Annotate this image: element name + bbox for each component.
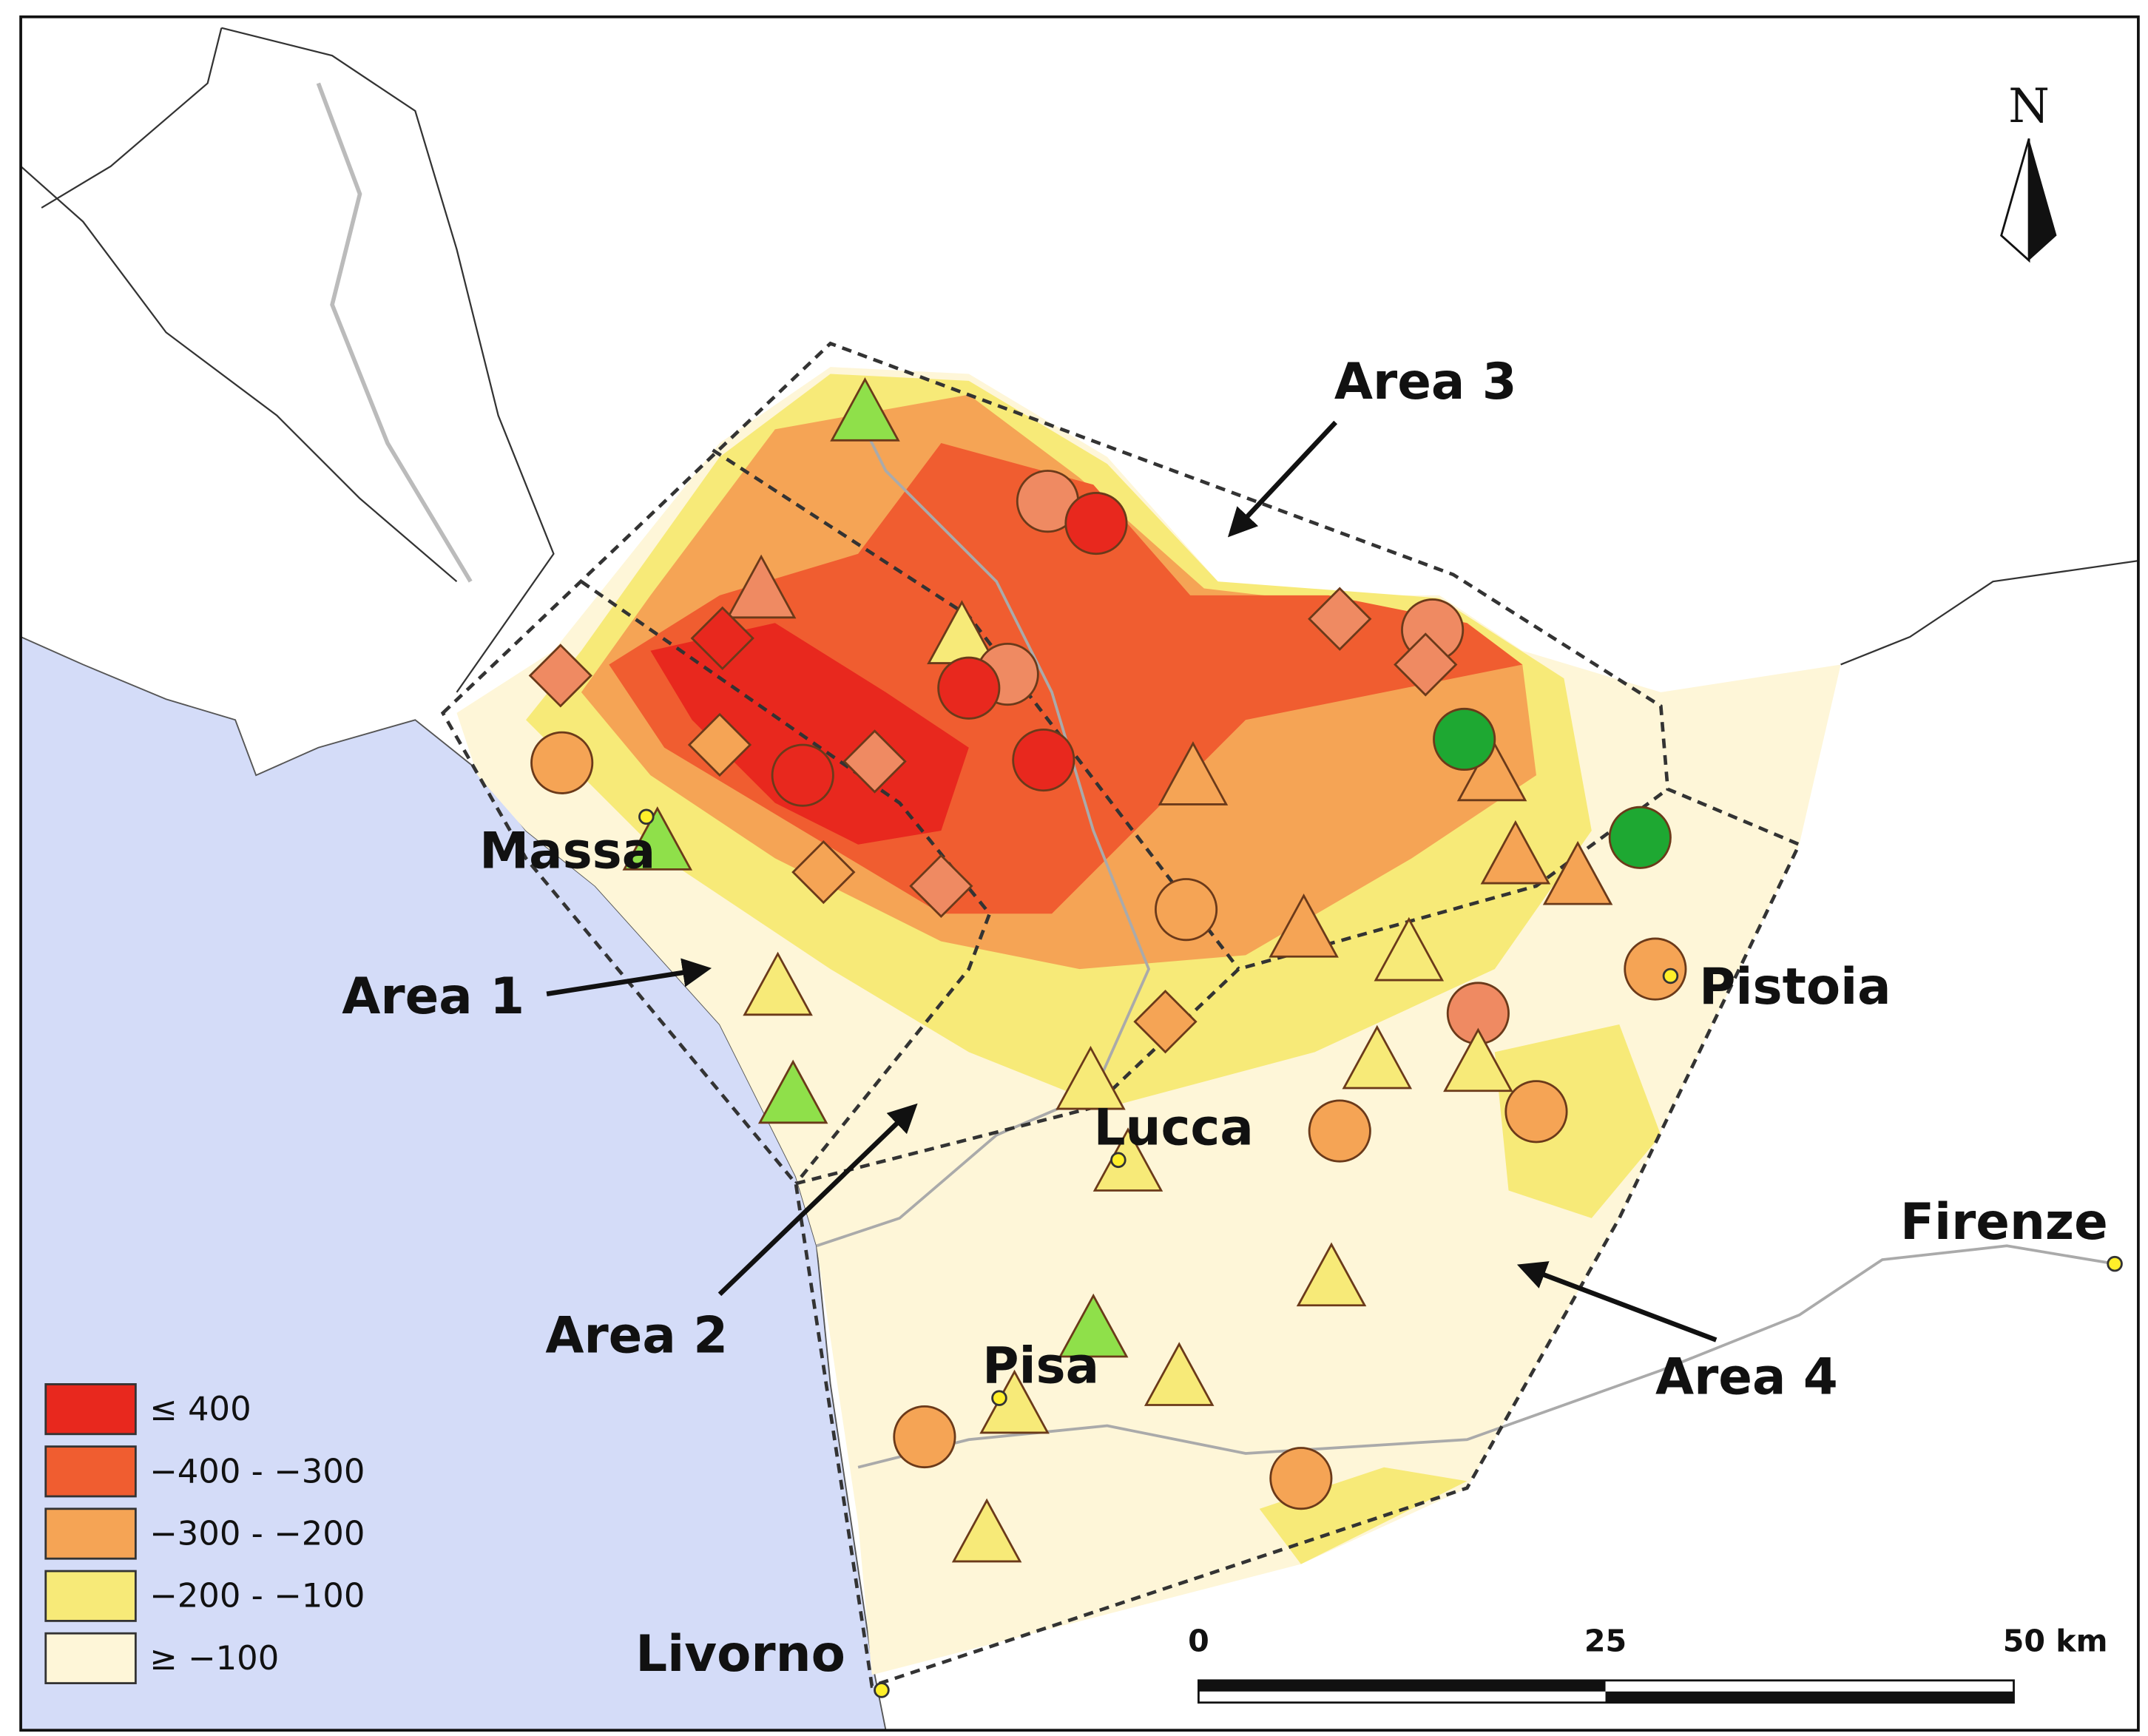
marker-triangle bbox=[1056, 1045, 1126, 1110]
border bbox=[1840, 559, 2139, 666]
marker-diamond bbox=[1133, 990, 1198, 1054]
marker-diamond bbox=[687, 712, 752, 777]
area-outline bbox=[440, 341, 1802, 1689]
marker-triangle bbox=[1456, 737, 1527, 802]
city-label: Pisa bbox=[982, 1337, 1099, 1395]
marker-circle bbox=[1433, 707, 1496, 771]
legend-swatch bbox=[44, 1570, 137, 1622]
marker-diamond bbox=[1394, 632, 1458, 697]
scale-label: 0 bbox=[1188, 1624, 1209, 1659]
frame bbox=[19, 15, 2140, 1732]
marker-circle bbox=[937, 656, 1001, 720]
marker-triangle bbox=[951, 1498, 1022, 1563]
marker-diamond bbox=[528, 644, 592, 708]
marker-diamond bbox=[1308, 587, 1372, 651]
north-label: N bbox=[2008, 79, 2050, 134]
elevation-zone bbox=[650, 623, 969, 845]
city-dot bbox=[874, 1682, 890, 1698]
marker-circle bbox=[1154, 878, 1218, 942]
legend-swatch bbox=[44, 1445, 137, 1498]
arrow bbox=[717, 1103, 918, 1297]
area-label: Area 1 bbox=[342, 967, 524, 1025]
marker-diamond bbox=[842, 729, 907, 794]
legend-label: ≤ 400 bbox=[149, 1389, 251, 1428]
marker-triangle bbox=[1480, 820, 1551, 885]
elevation-zone bbox=[1259, 1024, 1661, 1564]
marker-diamond bbox=[909, 854, 973, 918]
marker-circle bbox=[1269, 1447, 1333, 1510]
scale-bar bbox=[1605, 1691, 2014, 1703]
marker-triangle bbox=[1542, 840, 1613, 905]
markers bbox=[528, 377, 1687, 1563]
marker-diamond bbox=[791, 840, 856, 905]
marker-triangle bbox=[622, 806, 693, 871]
border bbox=[20, 27, 555, 693]
city-label: Pistoia bbox=[1699, 957, 1891, 1016]
marker-diamond bbox=[690, 606, 754, 671]
marker-triangle bbox=[1144, 1342, 1215, 1406]
city-dots bbox=[638, 808, 2123, 1698]
scale-label: 25 bbox=[1584, 1624, 1627, 1659]
legend-swatch bbox=[44, 1507, 137, 1560]
marker-triangle bbox=[726, 554, 797, 619]
city-label: Massa bbox=[479, 822, 655, 880]
legend-label: ≥ −100 bbox=[149, 1638, 279, 1678]
scale-label: 50 km bbox=[2003, 1624, 2108, 1659]
city-dot bbox=[638, 808, 655, 825]
area-label: Area 4 bbox=[1655, 1348, 1838, 1406]
marker-triangle bbox=[1342, 1024, 1413, 1090]
legend-label: −300 - −200 bbox=[149, 1513, 365, 1553]
legend-label: −200 - −100 bbox=[149, 1576, 365, 1615]
marker-circle bbox=[1608, 805, 1672, 869]
marker-circle bbox=[1504, 1080, 1568, 1144]
marker-triangle bbox=[743, 951, 813, 1016]
marker-circle bbox=[1012, 728, 1075, 792]
marker-circle bbox=[771, 743, 834, 807]
area-label: Area 3 bbox=[1334, 352, 1517, 411]
north-arrow bbox=[2029, 138, 2057, 261]
arrow bbox=[1516, 1261, 1718, 1342]
marker-triangle bbox=[757, 1059, 828, 1124]
marker-triangle bbox=[1443, 1027, 1513, 1092]
marker-circle bbox=[1624, 937, 1687, 1001]
city-dot bbox=[991, 1390, 1007, 1406]
marker-triangle bbox=[1296, 1242, 1367, 1307]
legend-label: −400 - −300 bbox=[149, 1451, 365, 1490]
area-divider bbox=[580, 580, 992, 1185]
city-label: Firenze bbox=[1900, 1192, 2108, 1251]
marker-circle bbox=[1064, 492, 1128, 555]
legend-swatch bbox=[44, 1632, 137, 1685]
marker-circle bbox=[1308, 1099, 1371, 1163]
city-dot bbox=[1662, 967, 1679, 984]
legend: ≤ 400 −400 - −300 −300 - −200 −200 - −100 ≥ … bbox=[44, 1383, 365, 1685]
city-dot bbox=[2107, 1255, 2123, 1272]
marker-triangle bbox=[1158, 741, 1229, 805]
marker-triangle bbox=[1058, 1293, 1129, 1358]
legend-swatch bbox=[44, 1383, 137, 1436]
arrow bbox=[1227, 420, 1338, 538]
arrow bbox=[546, 958, 712, 997]
marker-triangle bbox=[1269, 893, 1339, 958]
area-label: Area 2 bbox=[545, 1306, 728, 1364]
marker-circle bbox=[530, 731, 594, 794]
city-dot bbox=[1110, 1152, 1127, 1169]
marker-triangle bbox=[830, 377, 900, 442]
marker-triangle bbox=[1374, 916, 1445, 982]
city-label: Lucca bbox=[1094, 1098, 1254, 1157]
city-label: Livorno bbox=[635, 1624, 845, 1683]
river bbox=[316, 82, 473, 583]
labels: Massa Lucca Pistoia Firenze Pisa Livorno… bbox=[342, 352, 2108, 1683]
arrows bbox=[546, 420, 1718, 1342]
marker-circle bbox=[893, 1405, 956, 1469]
scale-bar bbox=[1198, 1680, 1606, 1692]
